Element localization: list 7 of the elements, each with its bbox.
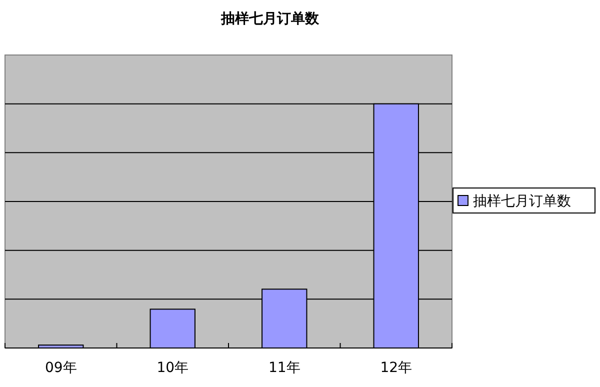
chart-title: 抽样七月订单数: [220, 11, 320, 27]
legend-label: 抽样七月订单数: [473, 194, 571, 210]
x-tick-label: 09年: [44, 360, 77, 376]
x-tick-label: 12年: [380, 360, 412, 376]
x-tick-label: 10年: [156, 360, 189, 376]
x-tick-label: 11年: [268, 360, 300, 376]
legend: 抽样七月订单数: [452, 188, 596, 214]
